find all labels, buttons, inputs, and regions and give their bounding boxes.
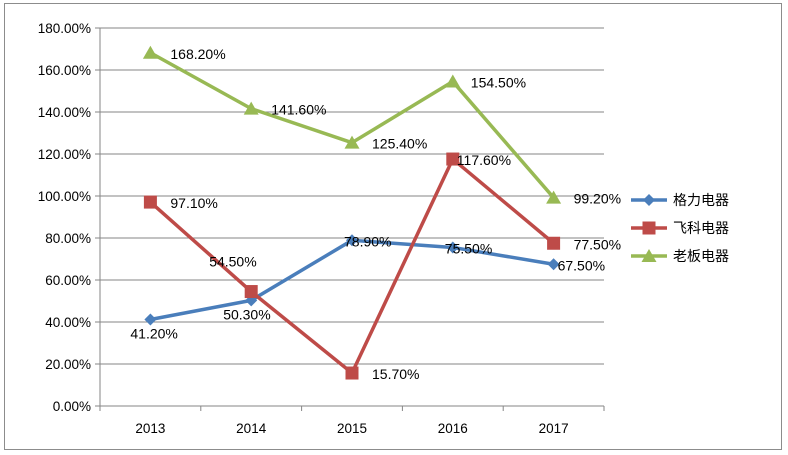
data-label: 75.50%	[445, 240, 492, 256]
data-label: 54.50%	[209, 254, 256, 270]
data-label: 141.60%	[271, 102, 326, 118]
data-label: 15.70%	[372, 366, 419, 382]
x-tick-label: 2017	[539, 421, 569, 436]
data-point-marker	[446, 152, 460, 166]
legend-label: 飞科电器	[673, 221, 729, 237]
data-label: 77.50%	[574, 236, 621, 252]
y-tick-label: 160.00%	[38, 63, 91, 78]
data-label: 125.40%	[372, 136, 427, 152]
data-point-marker	[346, 234, 358, 247]
x-tick-label: 2013	[135, 421, 165, 436]
data-label: 78.90%	[344, 233, 391, 249]
data-point-marker	[344, 135, 360, 149]
data-point-marker	[642, 221, 656, 235]
y-tick-label: 120.00%	[38, 147, 91, 162]
data-label: 67.50%	[558, 257, 605, 273]
data-point-marker	[143, 195, 157, 209]
data-point-marker	[142, 45, 158, 59]
data-label: 50.30%	[223, 306, 270, 322]
y-tick-label: 20.00%	[45, 357, 91, 372]
data-point-marker	[445, 74, 461, 88]
data-point-marker	[547, 258, 560, 271]
series-lines	[148, 51, 556, 375]
data-label: 97.10%	[170, 195, 217, 211]
data-label: 154.50%	[471, 75, 526, 91]
data-point-marker	[144, 313, 157, 326]
y-tick-label: 40.00%	[45, 315, 91, 330]
data-labels: 41.20% 50.30% 78.90% 75.50% 67.50% 97.10% 54.5…	[130, 46, 621, 382]
axes: 0.00% 20.00% 40.00% 60.00% 80.00% 100.00% 120.…	[38, 21, 605, 436]
x-tick-label: 2015	[337, 421, 367, 436]
gridlines	[100, 27, 604, 365]
x-tick-label: 2016	[438, 421, 468, 436]
x-tick-label: 2014	[236, 421, 267, 436]
data-point-marker	[547, 236, 561, 250]
data-point-marker	[244, 285, 258, 299]
y-tick-label: 100.00%	[38, 189, 91, 204]
data-label: 168.20%	[170, 46, 225, 62]
data-label: 99.20%	[574, 191, 621, 207]
data-point-marker	[345, 366, 359, 380]
data-point-marker	[641, 249, 657, 262]
data-point-marker	[546, 190, 562, 204]
legend-label: 老板电器	[673, 249, 729, 265]
data-label: 117.60%	[457, 152, 511, 168]
data-point-marker	[643, 194, 655, 206]
y-tick-label: 60.00%	[45, 273, 91, 288]
data-point-marker	[446, 241, 459, 254]
series-markers	[142, 45, 562, 380]
y-tick-label: 0.00%	[53, 399, 91, 414]
legend-label: 格力电器	[673, 193, 729, 209]
y-tick-label: 140.00%	[38, 105, 91, 120]
y-tick-label: 80.00%	[45, 231, 91, 246]
data-point-marker	[243, 101, 259, 115]
data-label: 41.20%	[130, 325, 177, 341]
y-tick-label: 180.00%	[38, 21, 91, 36]
